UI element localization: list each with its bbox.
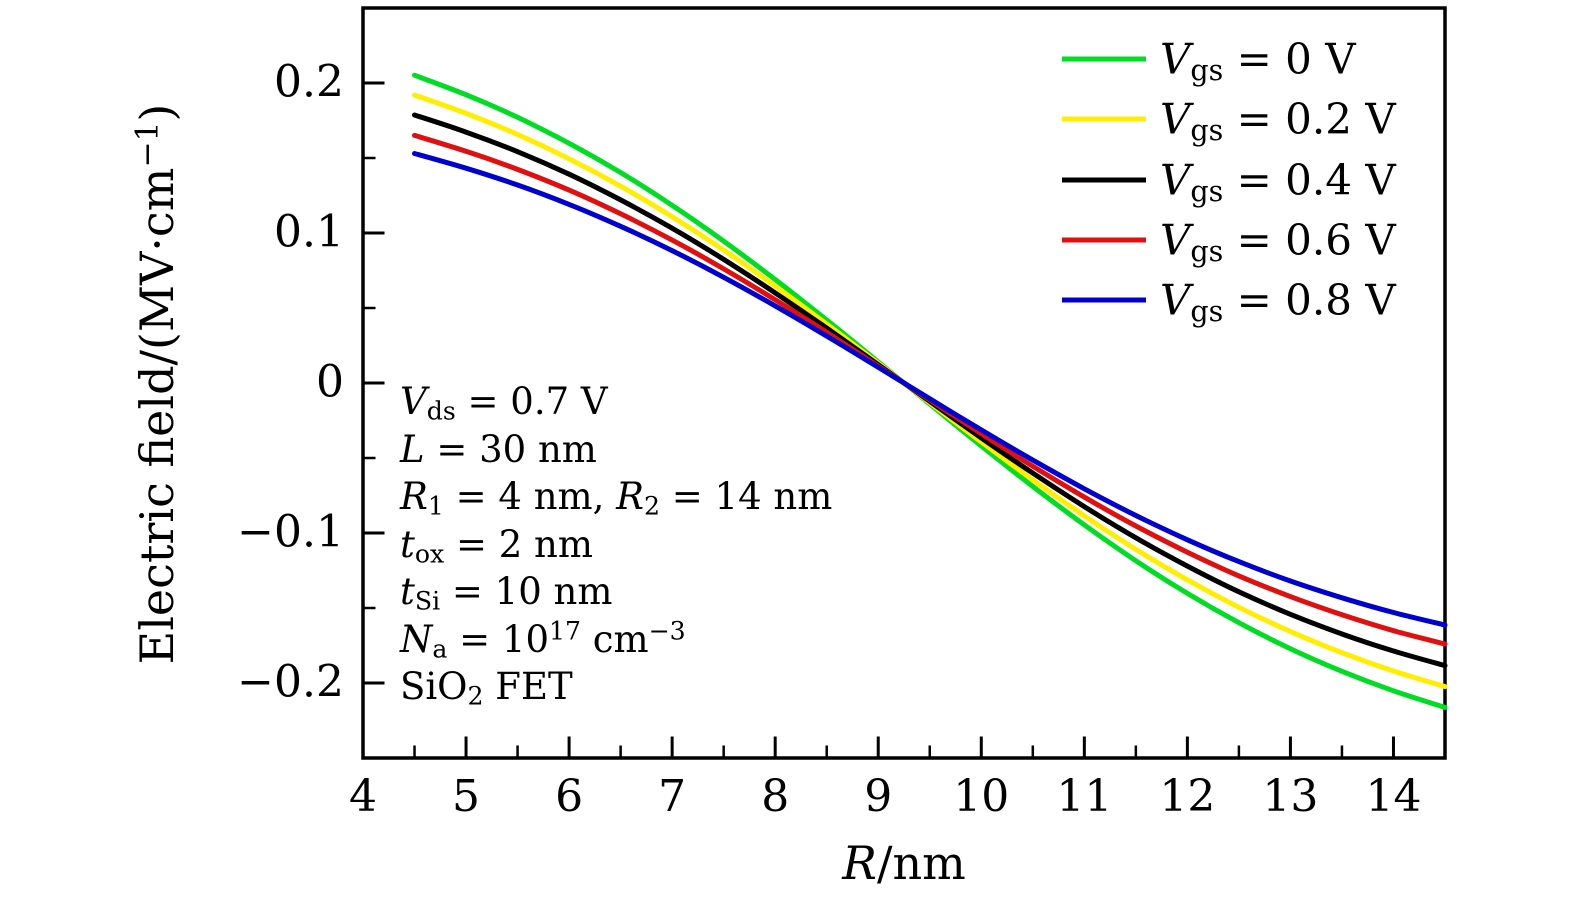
y-tick-label-0: 0 bbox=[316, 356, 344, 408]
annotation-line-4: tSi = 10 nm bbox=[400, 570, 613, 616]
y-tick-label-0.2: 0.2 bbox=[274, 56, 344, 108]
series-line-4 bbox=[412, 151, 1448, 628]
x-tick-label-4: 4 bbox=[349, 771, 377, 822]
x-tick-label-11: 11 bbox=[1056, 771, 1113, 822]
annotation-line-1: L = 30 nm bbox=[400, 427, 597, 471]
x-tick-label-5: 5 bbox=[452, 771, 481, 822]
y-tick-label-−0.1: −0.1 bbox=[237, 506, 344, 558]
annotation-line-3: tox = 2 nm bbox=[400, 522, 593, 569]
legend-label-4: Vgs = 0.8 V bbox=[1160, 275, 1396, 328]
legend-label-0: Vgs = 0 V bbox=[1160, 34, 1356, 87]
x-tick-label-9: 9 bbox=[864, 771, 893, 822]
legend-label-1: Vgs = 0.2 V bbox=[1160, 94, 1396, 147]
plot-border bbox=[361, 6, 1447, 760]
x-tick-label-10: 10 bbox=[953, 771, 1010, 822]
x-axis-label: R/nm bbox=[842, 836, 966, 890]
y-tick-label-0.1: 0.1 bbox=[274, 206, 344, 258]
x-tick-label-13: 13 bbox=[1262, 771, 1319, 822]
x-tick-label-14: 14 bbox=[1365, 771, 1422, 822]
x-tick-label-7: 7 bbox=[658, 771, 687, 822]
legend-label-3: Vgs = 0.6 V bbox=[1160, 215, 1396, 268]
annotation-line-5: Na = 1017 cm−3 bbox=[400, 615, 686, 664]
annotation-line-0: Vds = 0.7 V bbox=[400, 380, 608, 426]
x-tick-label-6: 6 bbox=[555, 771, 584, 822]
y-tick-label-−0.2: −0.2 bbox=[237, 656, 344, 708]
x-tick-label-8: 8 bbox=[761, 771, 790, 822]
annotation-line-6: SiO2 FET bbox=[400, 665, 573, 711]
x-tick-label-12: 12 bbox=[1159, 771, 1216, 822]
annotation-line-2: R1 = 4 nm, R2 = 14 nm bbox=[400, 475, 833, 521]
legend-label-2: Vgs = 0.4 V bbox=[1160, 155, 1396, 208]
